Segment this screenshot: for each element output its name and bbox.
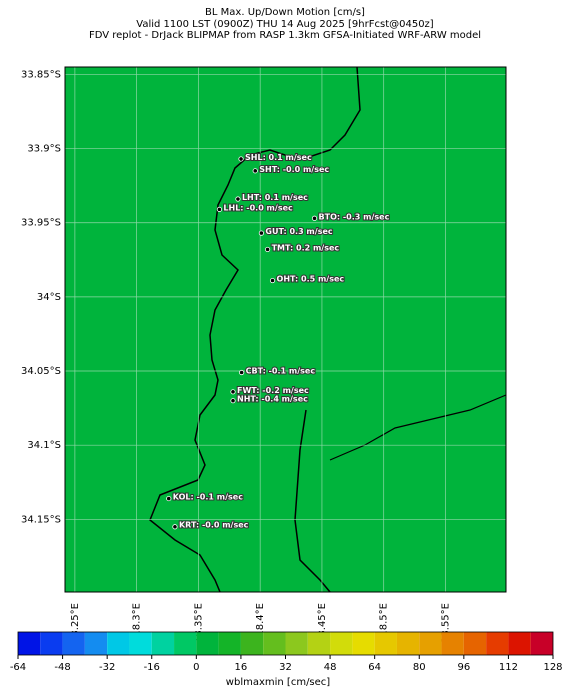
colorbar-tick-label: -16 [144,662,160,673]
x-tick-label: 18.3°E [132,603,143,637]
station-marker [239,369,245,376]
station-marker [216,206,223,212]
colorbar-tick-label: 96 [457,662,470,673]
map-frame [64,66,507,593]
title: BL Max. Up/Down Motion [cm/s] [205,7,365,18]
y-tick-label: 34.05°S [21,366,61,377]
colorbar-segment [174,632,197,655]
colorbar-segment [263,632,286,655]
colorbar-segment [486,632,509,655]
colorbar-segment [530,632,553,655]
colorbar-tick-label: 48 [324,662,337,673]
x-tick-label: 18.4°E [255,603,266,637]
y-tick-label: 34°S [37,292,61,303]
station-label: FWT: -0.2 m/sec [237,386,309,395]
colorbar-segment [307,632,331,655]
station-marker [235,196,241,202]
station-marker [269,277,276,284]
station-marker [311,215,318,221]
colorbar-tick-label: 64 [368,662,381,673]
station-label: GUT: 0.3 m/sec [265,227,332,236]
y-tick-label: 33.9°S [27,144,61,155]
colorbar-tick-label: 0 [193,662,199,673]
station-marker [230,389,236,395]
colorbar-segment [285,632,308,655]
colorbar-segment [419,632,442,655]
colorbar-segment [396,632,420,655]
x-tick-label: 18.5°E [379,603,390,637]
colorbar-segment [374,632,397,655]
station-marker [230,398,236,404]
map-background [65,67,506,592]
colorbar-segment [218,632,241,655]
colorbar-segment [62,632,85,655]
station-marker [172,524,178,530]
subtitle: Valid 1100 LST (0900Z) THU 14 Aug 2025 [… [136,19,434,30]
station-label: CBT: -0.1 m/sec [246,367,316,376]
colorbar-tick-label: 112 [499,662,518,673]
colorbar-segment [441,632,464,655]
colorbar-segment [330,632,353,655]
station-label: KOL: -0.1 m/sec [173,493,243,502]
colorbar-segment [84,632,108,655]
station-label: OHT: 0.5 m/sec [277,275,345,284]
colorbar-tick-label: 32 [279,662,292,673]
colorbar-tick-label: 128 [543,662,562,673]
colorbar-tick-label: -48 [54,662,70,673]
boundary [329,394,507,461]
station-label: LHL: -0.0 m/sec [223,203,293,212]
station-marker [166,495,172,502]
station-label: SHT: -0.0 m/sec [259,165,329,174]
x-tick-label: 18.45°E [317,603,328,643]
colorbar-segment [107,632,130,655]
colorbar-label: wblmaxmin [cm/sec] [226,677,330,688]
colorbar-segment [196,632,219,655]
station-label: TMT: 0.2 m/sec [272,243,340,252]
colorbar-segment [151,632,175,655]
colorbar-tick-label: 16 [235,662,248,673]
colorbar-segment [508,632,531,655]
station-label: KRT: -0.0 m/sec [179,521,249,530]
y-tick-label: 33.95°S [21,218,61,229]
station-label: LHT: 0.1 m/sec [242,193,308,202]
colorbar-tick-label: 80 [413,662,426,673]
caption: FDV replot - DrJack BLIPMAP from RASP 1.… [89,30,481,41]
colorbar-segment [463,632,487,655]
x-tick-label: 18.25°E [70,603,81,643]
x-tick-label: 18.35°E [193,603,204,643]
y-tick-label: 34.1°S [27,440,61,451]
x-tick-label: 18.55°E [440,603,451,643]
station-marker [264,246,271,253]
colorbar-segment [129,632,152,655]
station-marker [258,230,265,236]
y-tick-label: 33.85°S [21,69,61,80]
station-label: SHL: 0.1 m/sec [245,153,312,162]
station-marker [238,156,244,162]
coastline [149,66,361,593]
station-marker [252,168,258,174]
colorbar-segment [40,632,63,655]
colorbar-segment [352,632,375,655]
colorbar-tick-label: -64 [10,662,26,673]
colorbar-segment [18,632,41,655]
colorbar-segment [240,632,264,655]
y-tick-label: 34.15°S [21,514,61,525]
station-label: NHT: -0.4 m/sec [237,395,308,404]
colorbar-tick-label: -32 [99,662,115,673]
station-label: BTO: -0.3 m/sec [319,212,390,221]
